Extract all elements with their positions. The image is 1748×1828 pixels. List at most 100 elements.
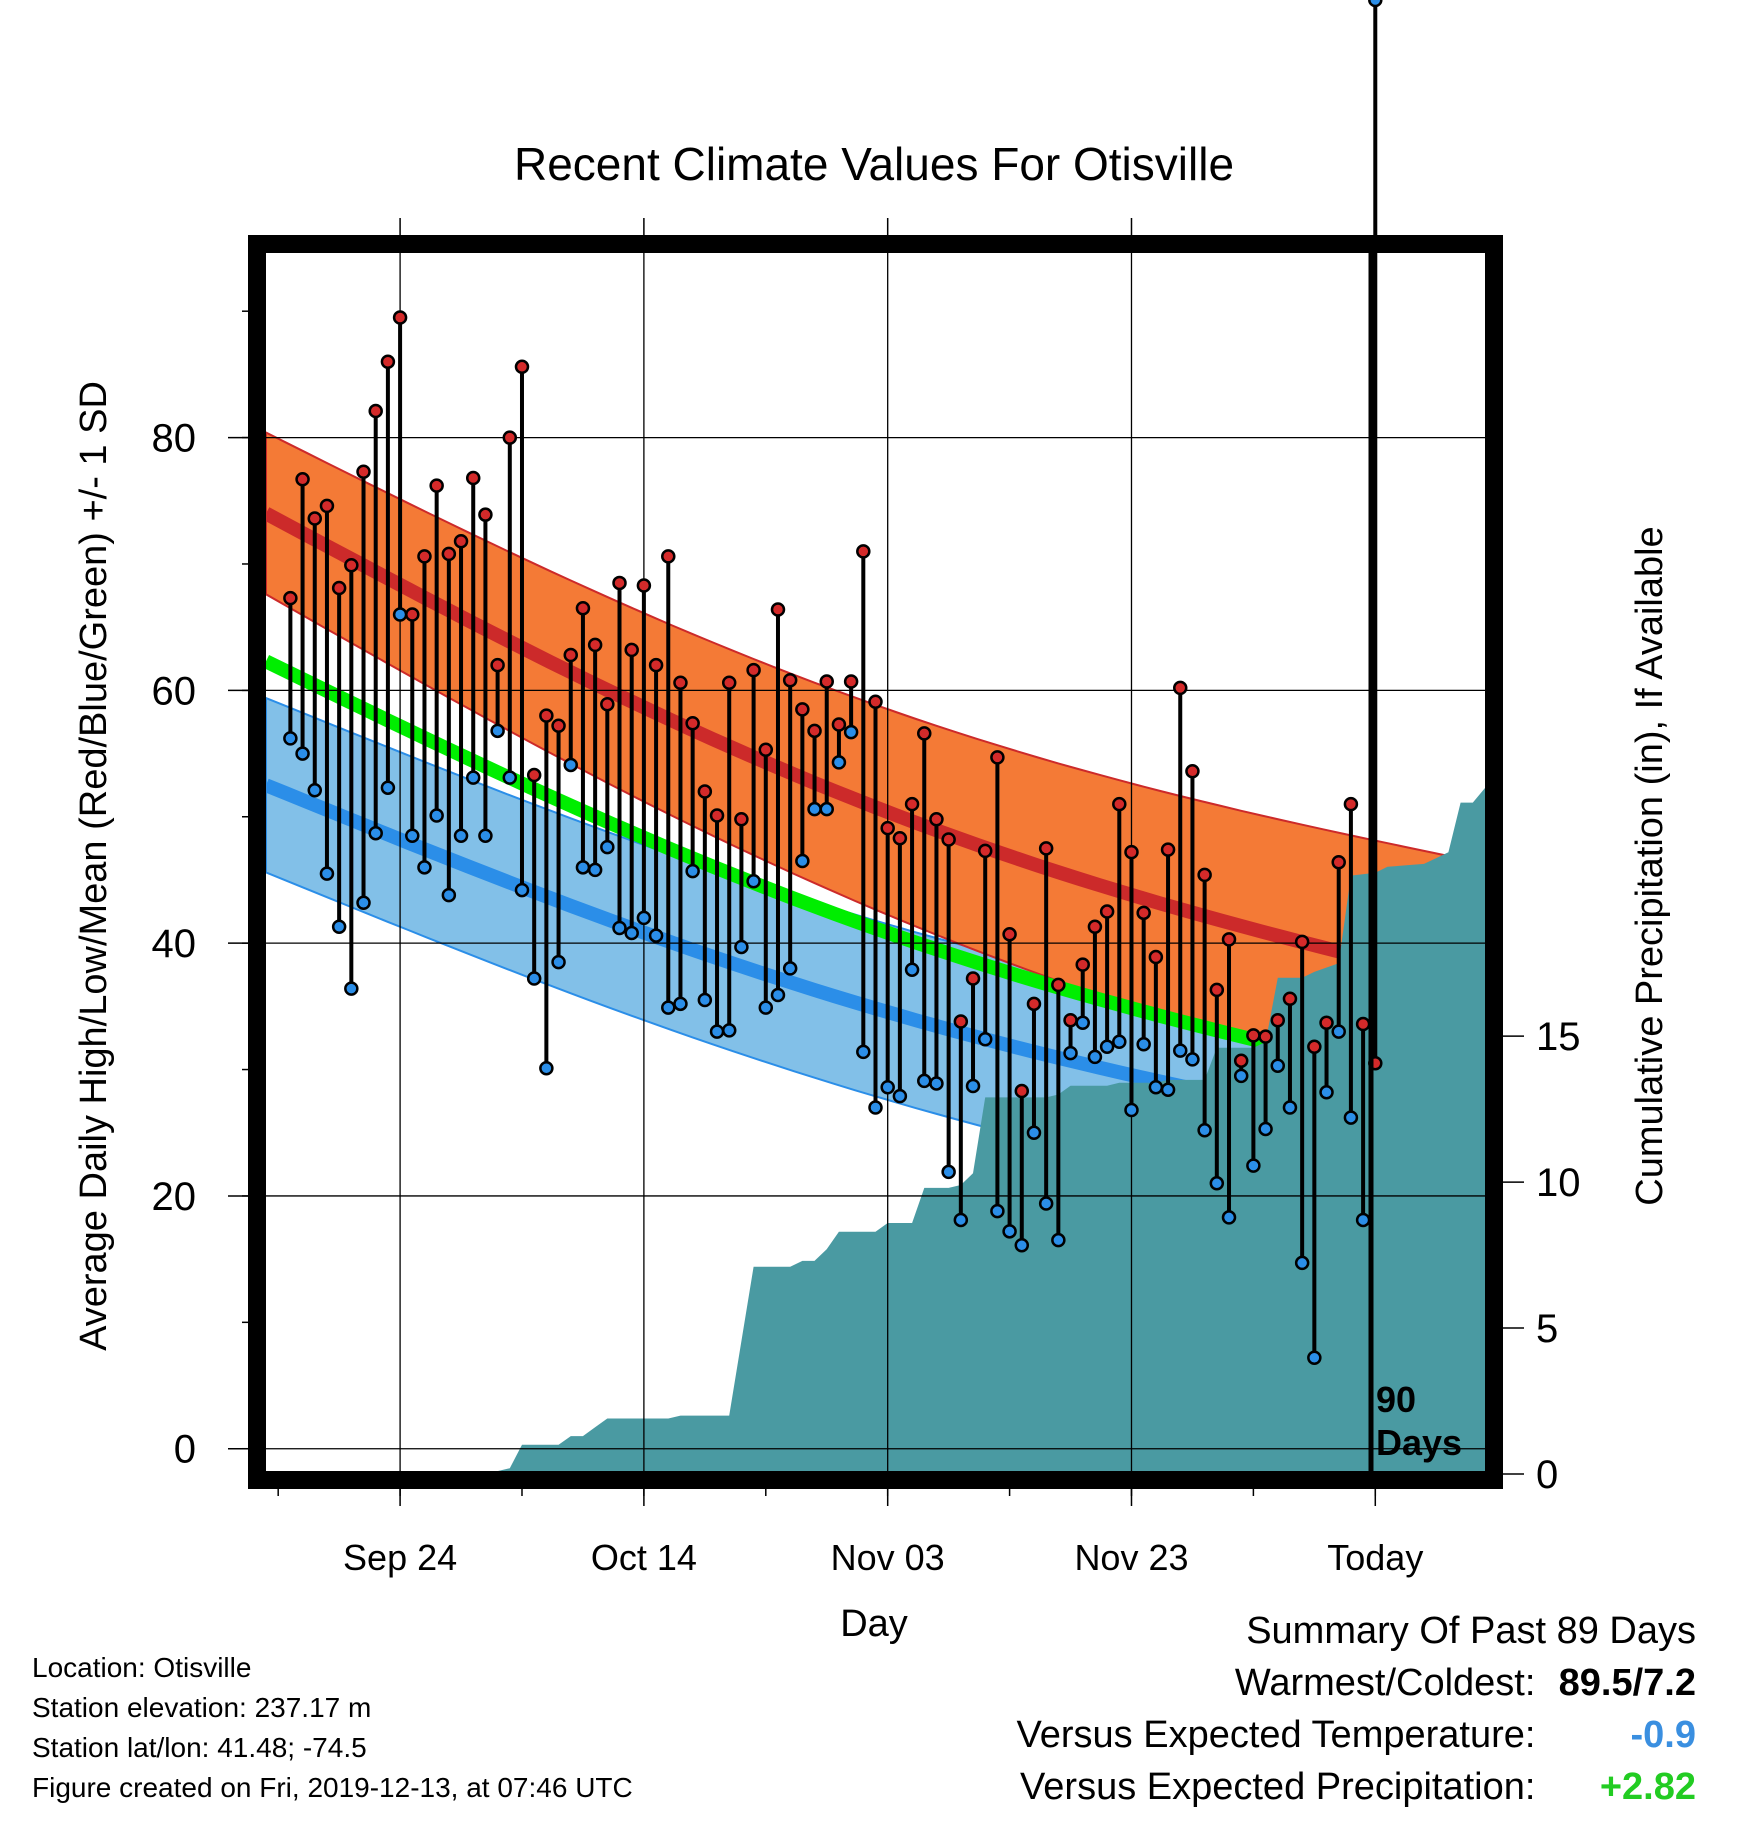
elevation-text: Station elevation: 237.17 m xyxy=(32,1692,372,1723)
x-axis: Sep 24 Oct 14 Nov 03 Nov 23 Today xyxy=(277,218,1423,1578)
y-tick-label: 40 xyxy=(152,922,197,966)
low-point xyxy=(502,770,518,785)
high-point xyxy=(1160,842,1176,857)
high-point xyxy=(1294,934,1310,950)
high-point xyxy=(563,647,578,663)
low-point xyxy=(1075,1015,1090,1031)
high-point xyxy=(587,637,603,653)
low-point xyxy=(1246,1158,1261,1173)
low-point xyxy=(917,1073,932,1089)
high-point xyxy=(356,464,371,479)
low-point xyxy=(551,954,566,970)
y-axis-left: 0 20 40 60 80 xyxy=(152,310,250,1472)
x-axis-label: Day xyxy=(840,1603,908,1645)
high-point xyxy=(502,430,518,445)
low-point xyxy=(758,1000,774,1015)
high-point xyxy=(795,702,810,717)
low-point xyxy=(1233,1068,1249,1084)
high-point xyxy=(1112,796,1127,812)
low-point xyxy=(1063,1045,1078,1061)
chart-title: Recent Climate Values For Otisville xyxy=(514,138,1234,190)
low-point xyxy=(795,853,810,869)
y2-tick-label: 0 xyxy=(1536,1453,1558,1497)
high-point xyxy=(405,607,420,622)
low-point xyxy=(880,1079,895,1095)
low-point xyxy=(356,895,371,910)
low-point xyxy=(1173,1043,1188,1058)
y-axis-right: 0 5 10 15 xyxy=(1500,1015,1581,1497)
high-point xyxy=(1026,996,1042,1012)
y-tick-label: 60 xyxy=(152,669,197,713)
high-point xyxy=(1051,977,1066,993)
low-point xyxy=(575,860,591,875)
high-point xyxy=(1136,905,1151,921)
low-point xyxy=(1124,1102,1139,1118)
precipitation-area xyxy=(266,788,1485,1474)
high-point xyxy=(441,546,457,562)
high-point xyxy=(331,580,347,596)
low-point xyxy=(977,1031,993,1047)
high-point xyxy=(709,808,725,823)
high-point xyxy=(929,812,944,827)
precipitation-fill xyxy=(266,788,1485,1474)
high-point xyxy=(807,723,822,739)
high-point xyxy=(1063,1013,1078,1028)
low-point xyxy=(661,1000,676,1015)
low-point xyxy=(856,1044,871,1060)
x-tick-label: Today xyxy=(1327,1537,1423,1578)
low-point xyxy=(965,1078,981,1094)
location-text: Location: Otisville xyxy=(32,1652,252,1683)
high-point xyxy=(721,675,737,691)
summary-temperature: Versus Expected Temperature: -0.9 xyxy=(1017,1709,1696,1761)
summary-panel: Summary Of Past 89 Days Warmest/Coldest:… xyxy=(1017,1605,1696,1813)
high-point xyxy=(661,549,676,564)
low-point xyxy=(1197,1122,1212,1138)
low-point xyxy=(1014,1237,1030,1253)
warmest-label: Warmest/Coldest: xyxy=(1234,1662,1536,1704)
y-axis-label: Average Daily High/Low/Mean (Red/Blue/Gr… xyxy=(73,381,115,1351)
low-point xyxy=(1185,1052,1200,1067)
high-point xyxy=(868,694,883,709)
high-point xyxy=(490,657,505,673)
high-point xyxy=(685,715,700,731)
high-point xyxy=(904,796,920,812)
y2-tick-label: 5 xyxy=(1536,1307,1558,1351)
temp-label: Versus Expected Temperature: xyxy=(1016,1714,1536,1756)
high-point xyxy=(600,697,615,712)
low-point xyxy=(319,866,335,881)
x-tick-label: Sep 24 xyxy=(343,1537,457,1578)
high-point xyxy=(782,673,798,688)
low-point xyxy=(868,1100,883,1115)
y-tick-label: 0 xyxy=(174,1428,196,1472)
high-point xyxy=(344,557,359,573)
low-point xyxy=(697,992,713,1008)
low-point xyxy=(429,808,444,823)
low-point xyxy=(1026,1125,1042,1140)
low-point xyxy=(295,746,310,761)
x-tick-label: Oct 14 xyxy=(591,1537,697,1578)
high-point xyxy=(819,674,834,689)
high-point xyxy=(1173,680,1188,696)
high-point xyxy=(465,470,481,486)
low-point xyxy=(1258,1121,1273,1137)
precip-value: +2.82 xyxy=(1599,1766,1696,1808)
high-point xyxy=(1331,855,1346,870)
high-point xyxy=(429,478,444,493)
y2-axis-label: Cumulative Precipitation (in), If Availa… xyxy=(1629,526,1671,1205)
high-point xyxy=(648,657,664,673)
high-point xyxy=(1148,949,1164,965)
high-point xyxy=(1124,844,1139,860)
low-point xyxy=(1307,1350,1322,1365)
low-point xyxy=(514,882,530,898)
summary-warmest: Warmest/Coldest: 89.5/7.2 xyxy=(1017,1657,1696,1709)
observations xyxy=(283,0,1383,1365)
plot-frame xyxy=(248,235,1503,1489)
high-point xyxy=(1209,982,1225,998)
low-point xyxy=(843,724,859,740)
high-point xyxy=(1221,932,1237,947)
high-point xyxy=(417,549,432,564)
summary-header: Summary Of Past 89 Days xyxy=(1246,1610,1696,1652)
low-point xyxy=(1294,1255,1310,1271)
high-point xyxy=(1270,1013,1286,1028)
low-point xyxy=(1038,1196,1054,1211)
